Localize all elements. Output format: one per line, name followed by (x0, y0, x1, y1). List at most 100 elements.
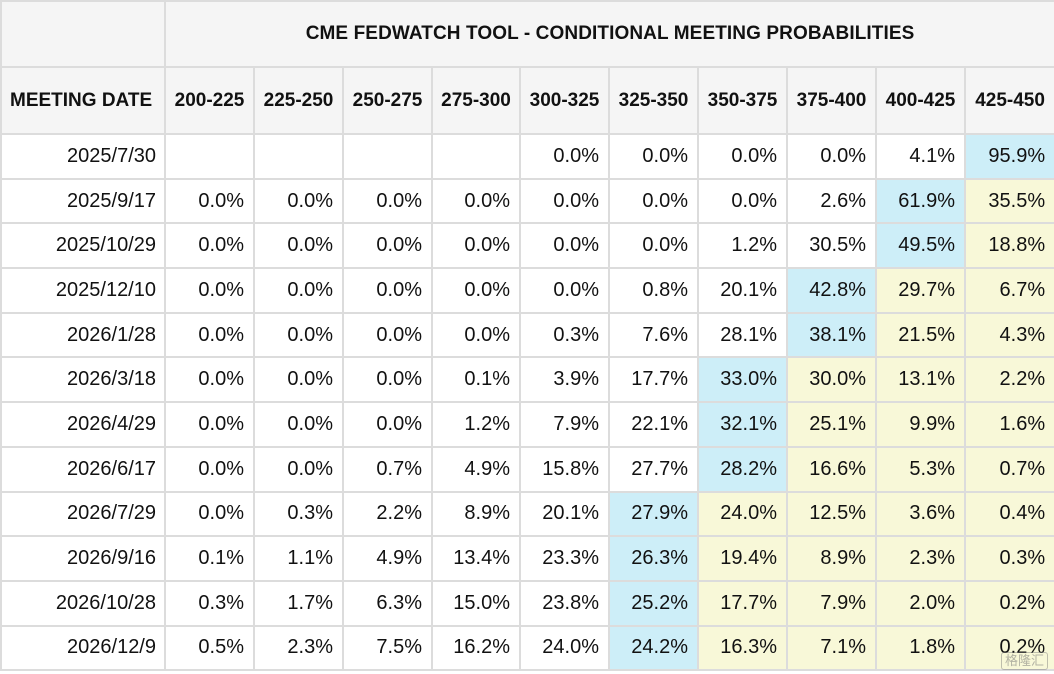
probability-cell: 7.1% (786, 624, 877, 672)
probability-cell: 15.0% (431, 579, 521, 627)
probability-cell: 9.9% (875, 401, 966, 448)
probability-cell: 0.2% (963, 624, 1054, 672)
probability-cell: 0.5% (164, 624, 255, 672)
probability-cell: 0.0% (519, 177, 610, 225)
probability-cell: 0.0% (342, 311, 433, 359)
probability-cell: 0.3% (164, 579, 255, 627)
probability-cell: 3.6% (875, 490, 966, 538)
probability-cell: 0.0% (253, 401, 344, 448)
probability-cell: 0.0% (253, 311, 344, 359)
probability-cell: 32.1% (697, 401, 788, 448)
probability-cell: 26.3% (608, 535, 699, 582)
column-header: 350-375 (697, 66, 788, 135)
probability-cell: 0.0% (431, 177, 521, 225)
meeting-date-cell: 2026/7/29 (0, 490, 166, 538)
probability-cell: 4.9% (342, 535, 433, 582)
probability-cell: 0.0% (697, 177, 788, 225)
probability-cell: 24.0% (697, 490, 788, 538)
probability-cell: 0.0% (253, 445, 344, 493)
probability-cell: 0.0% (253, 267, 344, 314)
probability-cell: 0.0% (342, 356, 433, 404)
probability-cell: 6.7% (963, 267, 1054, 314)
meeting-date-cell: 2025/7/30 (0, 133, 166, 180)
probability-cell: 17.7% (608, 356, 699, 404)
probability-cell: 25.2% (608, 579, 699, 627)
probability-cell: 35.5% (963, 177, 1054, 225)
probability-cell: 0.0% (608, 222, 699, 270)
probability-cell: 0.0% (697, 133, 788, 180)
meeting-date-cell: 2025/12/10 (0, 267, 166, 314)
probability-cell: 95.9% (963, 133, 1054, 180)
probability-cell: 29.7% (875, 267, 966, 314)
probability-cell: 0.0% (608, 133, 699, 180)
probability-cell: 0.0% (164, 401, 255, 448)
column-header: 375-400 (786, 66, 877, 135)
table-row: 2026/4/29 0.0% 0.0% 0.0% 1.2% 7.9% 22.1% 32.1% 2… (0, 401, 1054, 448)
meeting-date-cell: 2026/10/28 (0, 579, 166, 627)
probability-cell: 5.3% (875, 445, 966, 493)
table-title: CME FEDWATCH TOOL - CONDITIONAL MEETING … (163, 0, 1054, 68)
probability-cell: 30.5% (786, 222, 877, 270)
probability-cell: 20.1% (519, 490, 610, 538)
probability-cell (431, 133, 521, 180)
column-header: 250-275 (342, 66, 433, 135)
probability-cell (342, 133, 433, 180)
probability-cell: 0.1% (431, 356, 521, 404)
probability-cell: 0.3% (253, 490, 344, 538)
probability-cell: 13.1% (875, 356, 966, 404)
probability-cell: 2.2% (342, 490, 433, 538)
probability-cell: 0.0% (253, 177, 344, 225)
probability-cell: 0.0% (431, 222, 521, 270)
probability-cell: 0.0% (519, 267, 610, 314)
probability-cell: 7.9% (786, 579, 877, 627)
column-header: 400-425 (875, 66, 966, 135)
table-row: 2026/12/9 0.5% 2.3% 7.5% 16.2% 24.0% 24.2% 16.3… (0, 624, 1054, 672)
column-header: 275-300 (431, 66, 521, 135)
column-header: 325-350 (608, 66, 699, 135)
probability-cell: 0.0% (519, 133, 610, 180)
column-header: 425-450 (963, 66, 1054, 135)
probability-cell: 16.2% (431, 624, 521, 672)
probability-cell: 0.0% (164, 222, 255, 270)
probability-cell: 0.2% (963, 579, 1054, 627)
probability-cell: 0.0% (342, 401, 433, 448)
table-row: 2026/10/28 0.3% 1.7% 6.3% 15.0% 23.8% 25.2% 17.… (0, 579, 1054, 627)
probability-cell (253, 133, 344, 180)
table-row: 2026/9/16 0.1% 1.1% 4.9% 13.4% 23.3% 26.3% 19.4… (0, 535, 1054, 582)
meeting-date-cell: 2025/9/17 (0, 177, 166, 225)
probability-cell: 6.3% (342, 579, 433, 627)
meeting-date-cell: 2026/12/9 (0, 624, 166, 672)
probability-cell: 27.7% (608, 445, 699, 493)
probability-cell: 61.9% (875, 177, 966, 225)
probability-cell: 0.3% (519, 311, 610, 359)
table-row: 2026/3/18 0.0% 0.0% 0.0% 0.1% 3.9% 17.7% 33.0% 3… (0, 356, 1054, 404)
probability-cell: 8.9% (431, 490, 521, 538)
probability-cell: 24.2% (608, 624, 699, 672)
probability-cell: 1.2% (431, 401, 521, 448)
probability-cell: 8.9% (786, 535, 877, 582)
probability-cell: 1.6% (963, 401, 1054, 448)
probability-cell: 42.8% (786, 267, 877, 314)
probability-cell: 17.7% (697, 579, 788, 627)
meeting-date-cell: 2026/3/18 (0, 356, 166, 404)
probability-cell: 4.3% (963, 311, 1054, 359)
table-row: 2026/6/17 0.0% 0.0% 0.7% 4.9% 15.8% 27.7% 28.2%… (0, 445, 1054, 493)
probability-cell: 1.7% (253, 579, 344, 627)
meeting-date-cell: 2026/1/28 (0, 311, 166, 359)
probability-cell: 23.8% (519, 579, 610, 627)
probability-cell: 16.3% (697, 624, 788, 672)
probability-cell: 13.4% (431, 535, 521, 582)
probability-cell: 0.0% (164, 311, 255, 359)
table-row: 2025/10/29 0.0% 0.0% 0.0% 0.0% 0.0% 0.0% 1.2% 30… (0, 222, 1054, 270)
probability-cell: 4.1% (875, 133, 966, 180)
probability-cell: 0.0% (342, 177, 433, 225)
probability-cell: 0.0% (253, 222, 344, 270)
watermark-logo: 格隆汇 (1000, 652, 1048, 670)
probability-cell: 24.0% (519, 624, 610, 672)
probability-cell: 49.5% (875, 222, 966, 270)
probability-cell: 30.0% (786, 356, 877, 404)
probability-cell: 33.0% (697, 356, 788, 404)
probability-cell: 28.1% (697, 311, 788, 359)
probability-cell: 1.8% (875, 624, 966, 672)
probability-cell: 0.0% (519, 222, 610, 270)
